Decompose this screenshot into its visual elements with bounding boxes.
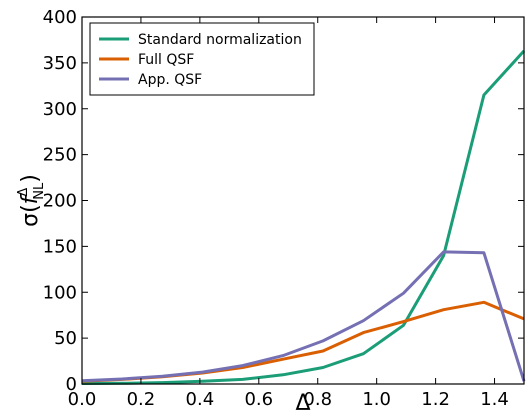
series-line-1 <box>81 300 525 383</box>
y-tick-label-8: 400 <box>43 7 77 28</box>
y-axis-label-close-paren: ) <box>18 174 43 183</box>
y-tick-label-7: 350 <box>43 53 77 74</box>
x-tick-label-0: 0.0 <box>68 389 97 410</box>
y-axis-label-f: f <box>18 193 43 204</box>
y-tick-label-3: 150 <box>43 236 77 257</box>
legend-items: Standard normalization Full QSF App. QSF <box>99 32 302 88</box>
y-tick-label-5: 250 <box>43 145 77 166</box>
legend-label-1: Full QSF <box>138 52 194 68</box>
y-axis-label-superscript: Δ <box>16 188 31 197</box>
x-tick-label-4: 0.8 <box>303 389 332 410</box>
x-tick-label-3: 0.6 <box>244 389 273 410</box>
x-tick-label-2: 0.4 <box>186 389 215 410</box>
axis-ticks: 0.0 0.2 0.4 0.6 0.8 1.0 1.2 1.4 0 50 100 150 200 250 3… <box>43 7 524 410</box>
legend: Standard normalization Full QSF App. QSF <box>89 22 315 96</box>
x-tick-label-6: 1.2 <box>421 389 450 410</box>
y-tick-label-2: 100 <box>43 282 77 303</box>
y-axis-label-open-paren: ( <box>18 204 43 213</box>
legend-label-2: App. QSF <box>138 72 202 88</box>
x-axis-label: Δ <box>295 391 310 413</box>
y-tick-label-0: 0 <box>66 374 77 395</box>
legend-label-0: Standard normalization <box>138 32 302 48</box>
series-line-0 <box>81 49 526 385</box>
y-axis-label-sigma: σ <box>18 213 43 227</box>
svg-text:σ(fΔNL): σ(fΔNL) <box>16 174 47 227</box>
y-axis-label-subscript: NL <box>32 182 47 200</box>
x-tick-label-5: 1.0 <box>362 389 391 410</box>
x-tick-label-7: 1.4 <box>480 389 509 410</box>
y-tick-label-4: 200 <box>43 191 77 212</box>
x-tick-label-1: 0.2 <box>127 389 156 410</box>
y-axis-label: σ(fΔNL) <box>16 174 47 227</box>
series-lines <box>81 49 526 385</box>
series-line-2 <box>81 250 526 383</box>
y-tick-label-1: 50 <box>54 328 77 349</box>
y-tick-label-6: 300 <box>43 99 77 120</box>
